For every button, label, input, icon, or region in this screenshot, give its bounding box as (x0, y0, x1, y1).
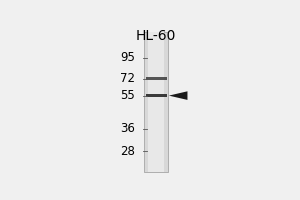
Text: HL-60: HL-60 (136, 29, 176, 43)
Text: 28: 28 (120, 145, 135, 158)
Text: 72: 72 (120, 72, 135, 85)
Bar (146, 94, 167, 97)
Bar (145, 32, 168, 172)
Text: 95: 95 (120, 51, 135, 64)
Bar (146, 77, 167, 80)
Bar (148, 32, 164, 172)
Polygon shape (169, 91, 188, 100)
Text: 55: 55 (120, 89, 135, 102)
Text: 36: 36 (120, 122, 135, 135)
